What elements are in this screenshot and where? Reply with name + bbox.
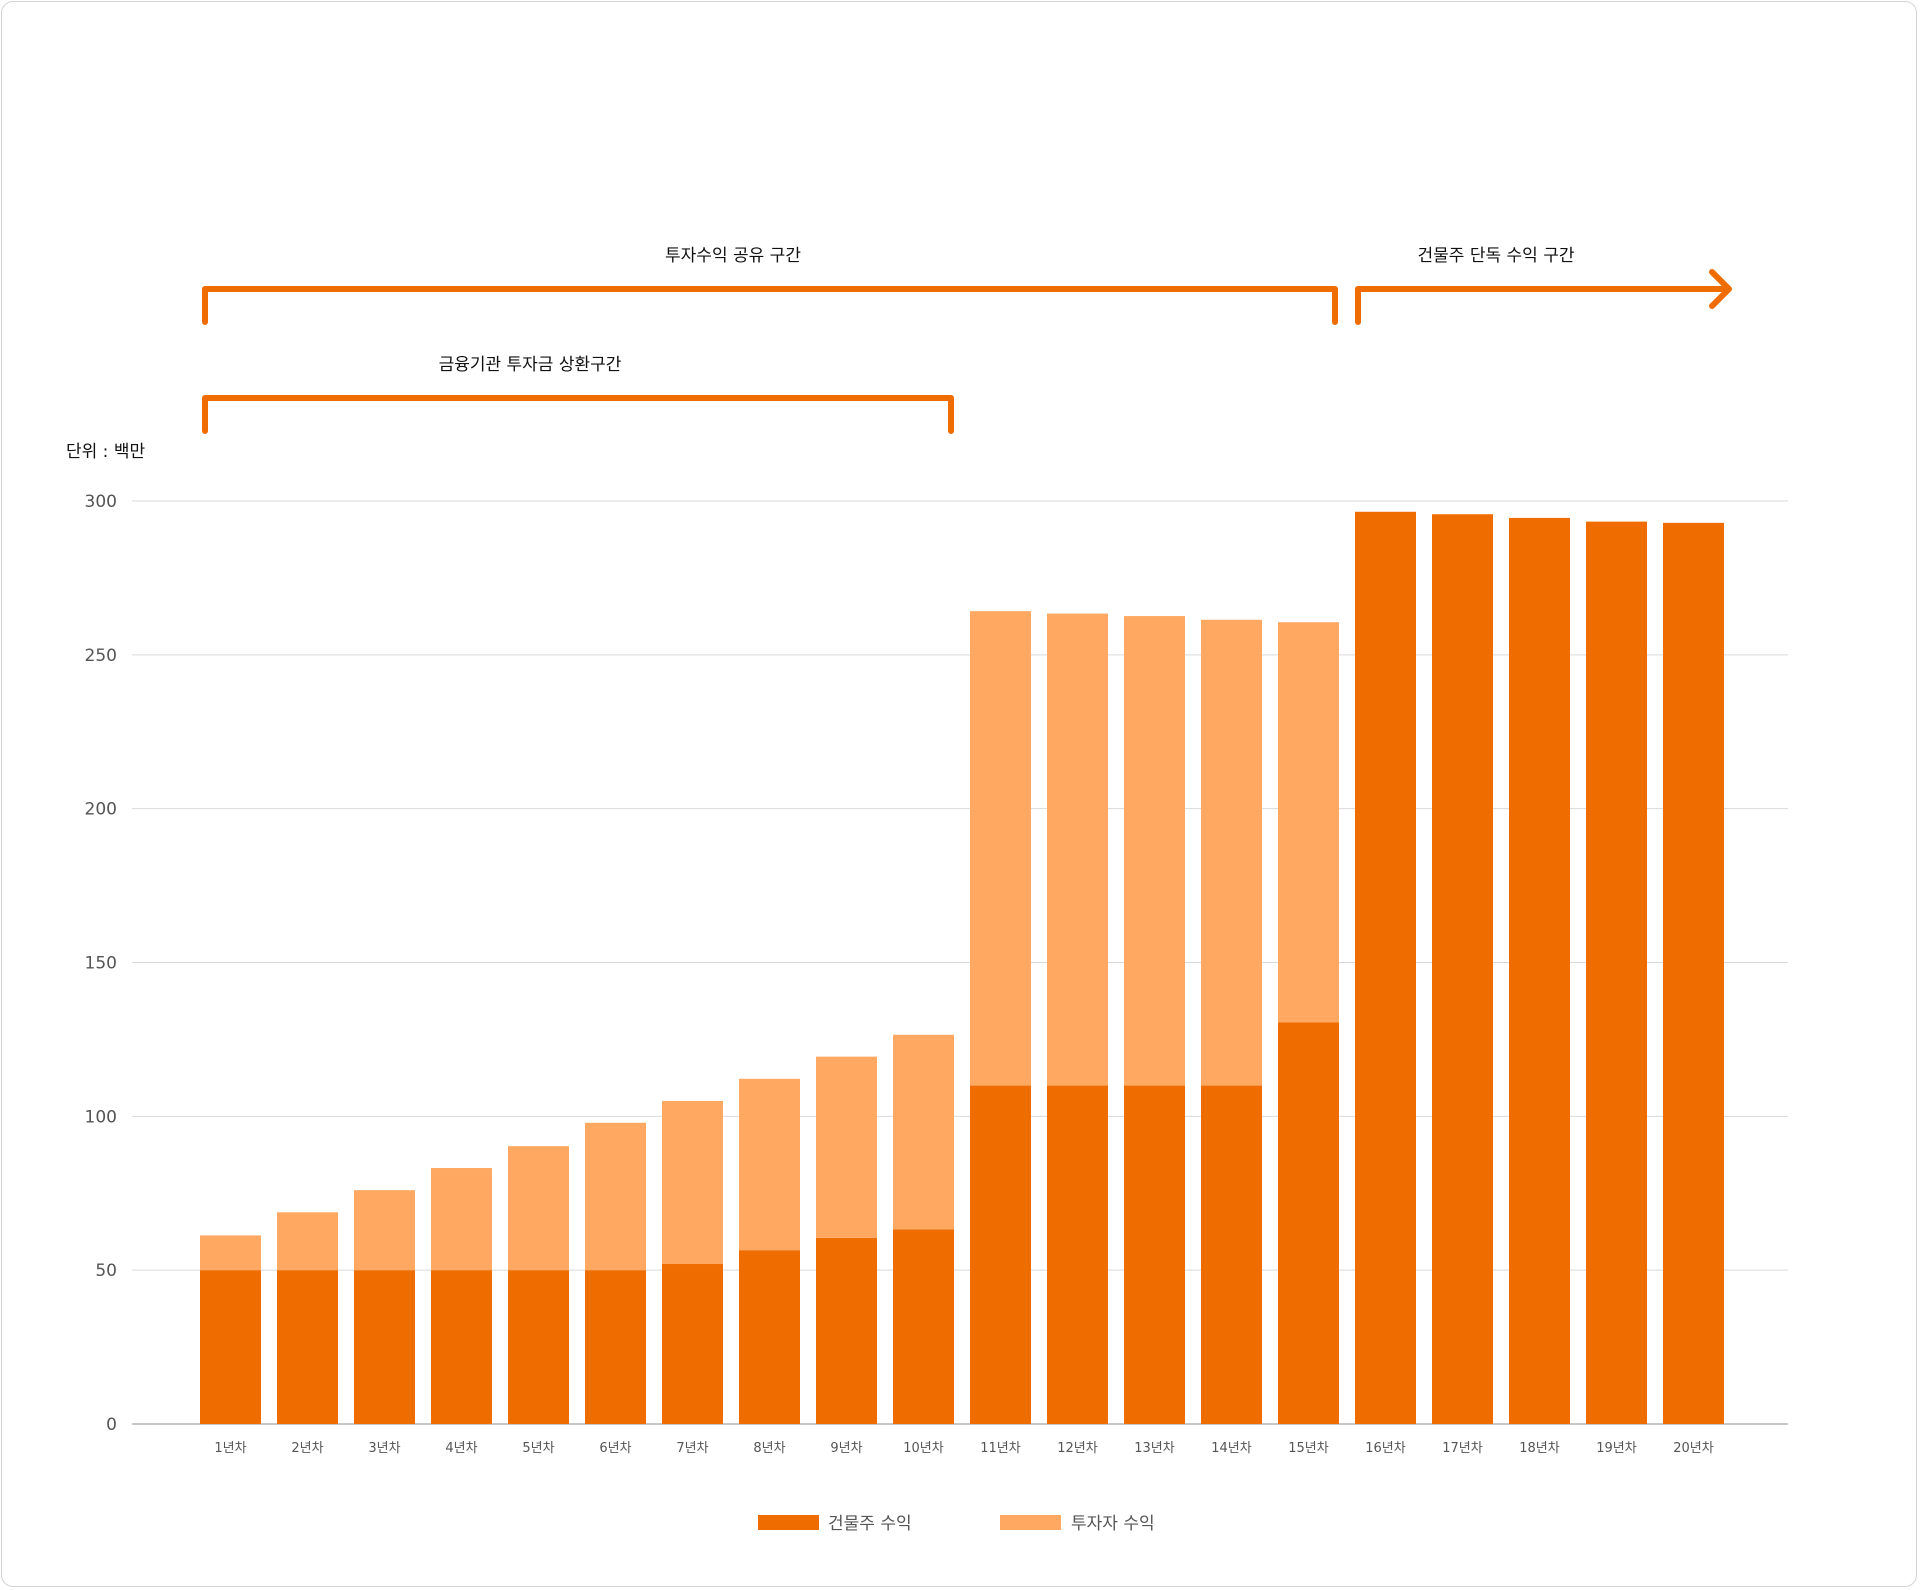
- y-tick-label: 150: [85, 954, 117, 974]
- bar-investor: [277, 1212, 338, 1271]
- bar-owner: [1509, 517, 1570, 1424]
- shared-period-label: 투자수익 공유 구간: [665, 246, 801, 266]
- unit-label: 단위 : 백만: [66, 442, 145, 462]
- x-tick-label: 15년차: [1288, 1441, 1329, 1456]
- bar-owner: [1355, 511, 1416, 1425]
- y-tick-label: 250: [85, 646, 117, 666]
- bar-investor: [585, 1122, 646, 1271]
- x-tick-label: 2년차: [291, 1441, 323, 1456]
- x-tick-label: 1년차: [214, 1441, 246, 1456]
- x-tick-label: 7년차: [676, 1441, 708, 1456]
- x-tick-label: 3년차: [368, 1441, 400, 1456]
- bar-owner: [1432, 514, 1493, 1424]
- bars: [200, 511, 1724, 1425]
- x-tick-labels: 1년차 2년차 3년차 4년차 5년차 6년차 7년차 8년차 9년차 10년차 11년차 12년차 1…: [214, 1441, 1713, 1456]
- bar-investor: [816, 1056, 877, 1238]
- bar-owner: [1586, 521, 1647, 1424]
- x-tick-label: 8년차: [753, 1441, 785, 1456]
- bar-owner: [970, 1085, 1031, 1424]
- x-tick-label: 5년차: [522, 1441, 554, 1456]
- bar-investor: [1201, 619, 1262, 1086]
- legend-swatch-investor: [1000, 1515, 1061, 1530]
- repayment-period-label: 금융기관 투자금 상환구간: [439, 355, 622, 375]
- x-tick-label: 14년차: [1211, 1441, 1252, 1456]
- bar-investor: [739, 1078, 800, 1251]
- bar-investor: [1278, 622, 1339, 1023]
- bar-investor: [1124, 616, 1185, 1086]
- y-tick-label: 200: [85, 800, 117, 820]
- bar-investor: [431, 1168, 492, 1271]
- x-tick-label: 12년차: [1057, 1441, 1098, 1456]
- bar-owner: [1047, 1085, 1108, 1424]
- x-tick-label: 19년차: [1596, 1441, 1637, 1456]
- y-tick-labels: 0 50 100 150 200 250 300: [85, 492, 117, 1435]
- owner-only-period-label: 건물주 단독 수익 구간: [1418, 246, 1575, 266]
- x-tick-label: 11년차: [980, 1441, 1021, 1456]
- y-tick-label: 300: [85, 492, 117, 512]
- legend-swatch-owner: [758, 1515, 819, 1530]
- bar-owner: [1201, 1085, 1262, 1424]
- bar-investor: [508, 1146, 569, 1271]
- x-tick-label: 4년차: [445, 1441, 477, 1456]
- bar-owner: [200, 1270, 261, 1424]
- bar-owner: [277, 1270, 338, 1424]
- x-tick-label: 17년차: [1442, 1441, 1483, 1456]
- bar-owner: [585, 1270, 646, 1424]
- bar-owner: [662, 1264, 723, 1424]
- legend-label-owner: 건물주 수익: [828, 1514, 912, 1534]
- x-tick-label: 9년차: [830, 1441, 862, 1456]
- bar-owner: [354, 1270, 415, 1424]
- y-tick-label: 0: [106, 1415, 117, 1435]
- y-tick-label: 50: [95, 1261, 117, 1281]
- bar-investor: [354, 1190, 415, 1271]
- x-tick-label: 6년차: [599, 1441, 631, 1456]
- repayment-period-bracket: [202, 395, 954, 434]
- bar-investor: [200, 1235, 261, 1271]
- bar-owner: [431, 1270, 492, 1424]
- bar-owner: [508, 1270, 569, 1424]
- bar-owner: [1124, 1085, 1185, 1424]
- shared-period-bracket: [202, 286, 1338, 325]
- bar-investor: [893, 1034, 954, 1230]
- bar-investor: [970, 611, 1031, 1086]
- bar-owner: [893, 1229, 954, 1424]
- owner-only-arrow: [1355, 269, 1732, 325]
- bar-owner: [816, 1237, 877, 1424]
- y-tick-label: 100: [85, 1107, 117, 1127]
- x-tick-label: 13년차: [1134, 1441, 1175, 1456]
- legend: 건물주 수익 투자자 수익: [758, 1514, 1155, 1534]
- bar-owner: [1663, 522, 1724, 1424]
- bar-investor: [1047, 613, 1108, 1086]
- x-tick-label: 20년차: [1673, 1441, 1714, 1456]
- bar-owner: [1278, 1022, 1339, 1424]
- x-tick-label: 10년차: [903, 1441, 944, 1456]
- legend-label-investor: 투자자 수익: [1071, 1514, 1155, 1534]
- bar-owner: [739, 1250, 800, 1424]
- x-tick-label: 18년차: [1519, 1441, 1560, 1456]
- x-tick-label: 16년차: [1365, 1441, 1406, 1456]
- bar-investor: [662, 1100, 723, 1265]
